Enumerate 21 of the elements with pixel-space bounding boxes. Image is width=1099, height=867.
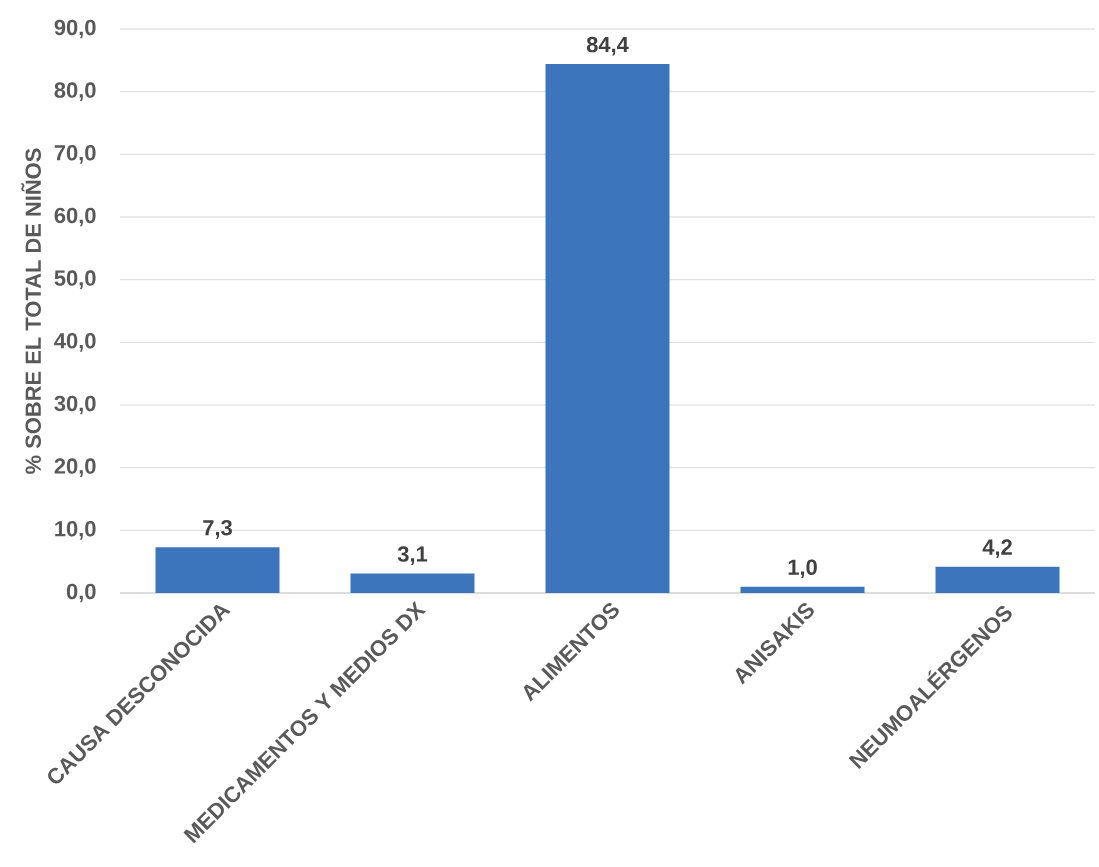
data-label: 7,3 — [203, 519, 232, 539]
bar — [740, 586, 865, 593]
y-axis-title: % SOBRE EL TOTAL DE NIÑOS — [21, 148, 41, 474]
y-tick-label: 90,0 — [54, 19, 96, 39]
y-tick-label: 10,0 — [55, 520, 96, 540]
y-tick-label: 60,0 — [54, 207, 96, 227]
bar — [155, 547, 280, 593]
data-label: 84,4 — [586, 36, 629, 56]
data-label: 4,2 — [982, 539, 1012, 559]
y-tick-label: 40,0 — [54, 332, 96, 352]
y-tick-label: 30,0 — [54, 395, 96, 415]
y-tick-label: 20,0 — [54, 458, 96, 478]
data-label: 1,0 — [788, 559, 817, 579]
y-tick-label: 80,0 — [54, 82, 96, 102]
y-tick-label: 50,0 — [54, 270, 96, 290]
data-label: 3,1 — [397, 546, 428, 565]
y-tick-label: 70,0 — [54, 144, 96, 164]
bar — [935, 566, 1060, 593]
bar — [545, 64, 670, 593]
y-tick-label: 0,0 — [66, 583, 96, 603]
bar — [350, 573, 475, 593]
